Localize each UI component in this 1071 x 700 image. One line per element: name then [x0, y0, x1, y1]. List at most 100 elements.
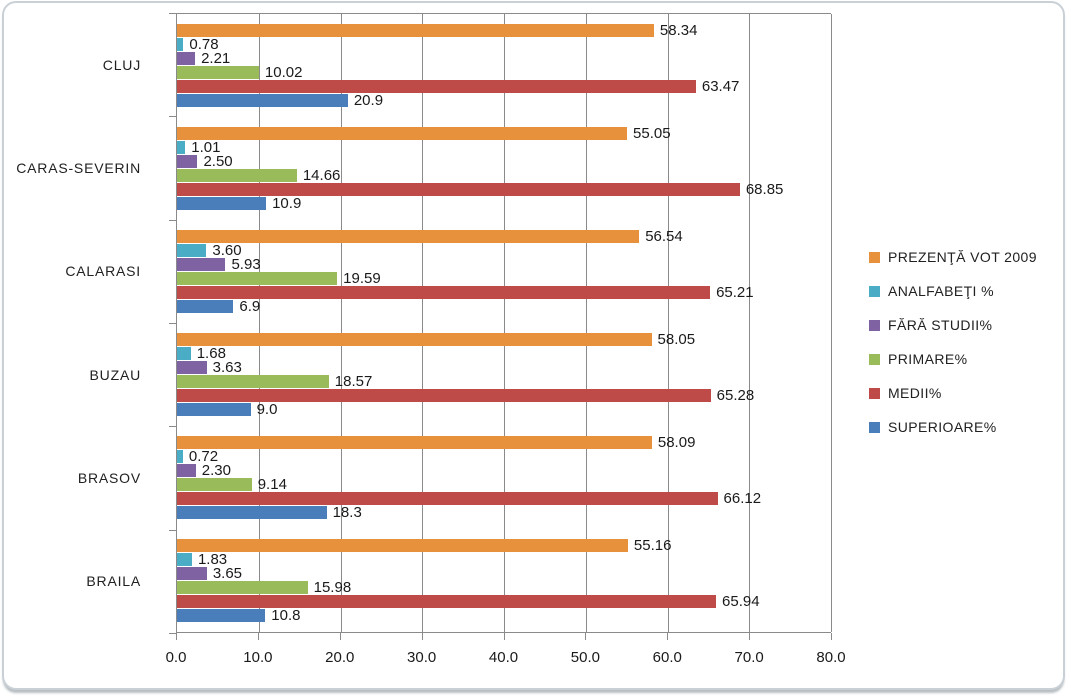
bar-primare-: [177, 169, 297, 182]
bar-data-label: 2.50: [203, 153, 233, 170]
bar-data-label: 65.21: [716, 284, 754, 301]
legend-entry: PRIMARE%: [869, 351, 1037, 367]
bar-row: 20.9: [177, 92, 831, 109]
bar-medii-: [177, 286, 711, 299]
y-axis-tick: [169, 426, 176, 428]
gridline: [667, 14, 669, 632]
gridline: [422, 14, 424, 632]
bar-data-label: 58.09: [657, 434, 696, 451]
bar-group-calarasi: 56.54 3.60 5.93 19.59 65.21 6.9: [177, 220, 831, 323]
bar-data-label: 66.12: [723, 490, 762, 507]
bar-data-label: 65.28: [716, 387, 755, 404]
bar-superioare-: [177, 506, 327, 519]
x-axis-tick-label: 10.0: [243, 649, 273, 666]
x-axis-tick-label: 0.0: [165, 649, 187, 666]
x-axis-tick: [503, 633, 505, 640]
bar-group-braila: 55.16 1.83 3.65 15.98 65.94 10.8: [177, 529, 831, 632]
bar-f-r-studii-: [177, 464, 196, 477]
legend-label: MEDII%: [888, 385, 942, 401]
bar-f-r-studii-: [177, 361, 207, 374]
legend-label: FĂRĂ STUDII%: [888, 317, 993, 333]
bar-row: 2.21: [177, 51, 831, 66]
bar-data-label: 10.8: [271, 607, 301, 624]
bar-data-label: 10.02: [264, 64, 303, 81]
bar-superioare-: [177, 197, 267, 210]
legend-entry: SUPERIOARE%: [869, 419, 1037, 435]
bar-data-label: 18.57: [334, 373, 373, 390]
bar-data-label: 9.0: [256, 401, 278, 418]
legend-swatch: [869, 285, 880, 297]
legend-entry: ANALFABEŢI %: [869, 283, 1037, 299]
x-axis-tick: [257, 633, 259, 640]
bar-primare-: [177, 581, 308, 594]
x-axis-tick-label: 80.0: [816, 649, 846, 666]
x-axis-tick-label: 50.0: [570, 649, 600, 666]
bar-analfabe-i-: [177, 141, 186, 154]
bar-row: 3.65: [177, 566, 831, 581]
bar-data-label: 1.01: [191, 139, 221, 156]
bar-row: 68.85: [177, 182, 831, 197]
bar-data-label: 0.78: [189, 36, 219, 53]
x-axis-tick-label: 60.0: [652, 649, 682, 666]
bar-data-label: 3.63: [212, 359, 242, 376]
bar-f-r-studii-: [177, 258, 226, 271]
bar-data-label: 9.14: [257, 476, 287, 493]
bar-data-label: 63.47: [701, 78, 740, 95]
y-axis-tick: [169, 323, 176, 324]
bar-data-label: 19.59: [343, 270, 381, 287]
bar-row: 18.57: [177, 373, 831, 390]
bar-row: 18.3: [177, 505, 831, 520]
bar-row: 55.05: [177, 126, 831, 141]
legend-swatch: [869, 251, 880, 263]
x-axis-tick-labels: 0.0 10.0 20.0 30.0 40.0 50.0 60.0 70.0 80.0: [166, 649, 846, 671]
legend-label: SUPERIOARE%: [888, 419, 997, 435]
category-label-cluj: CLUJ: [102, 56, 141, 73]
gridline: [504, 14, 505, 632]
bar-analfabe-i-: [177, 450, 183, 463]
bar-row: 5.93: [177, 257, 831, 272]
bar-primare-: [177, 478, 252, 491]
bar-data-label: 65.94: [722, 593, 760, 610]
bar-row: 3.63: [177, 359, 831, 376]
bar-row: 6.9: [177, 299, 831, 314]
bar-row: 65.21: [177, 284, 831, 301]
y-axis-tick: [169, 633, 176, 634]
bar-row: 10.8: [177, 607, 831, 624]
x-axis-tick: [585, 633, 587, 640]
bar-medii-: [177, 389, 711, 402]
bar-data-label: 20.9: [353, 92, 384, 109]
bar-prezen-vot-2009: [177, 333, 652, 346]
bar-row: 66.12: [177, 490, 831, 507]
bar-row: 0.72: [177, 449, 831, 464]
bar-superioare-: [177, 403, 251, 416]
legend-swatch: [869, 353, 880, 365]
bar-prezen-vot-2009: [177, 24, 654, 37]
bar-row: 1.01: [177, 139, 831, 156]
bar-prezen-vot-2009: [177, 230, 640, 243]
bar-row: 65.28: [177, 387, 831, 404]
gridline: [831, 14, 832, 632]
bar-data-label: 14.66: [302, 167, 341, 184]
bar-row: 14.66: [177, 167, 831, 184]
gridline: [340, 14, 342, 632]
bar-analfabe-i-: [177, 347, 191, 360]
x-axis-tick-label: 70.0: [734, 649, 764, 666]
bar-group-caras-severin: 55.05 1.01 2.50 14.66 68.85 10.9: [177, 117, 831, 220]
bar-f-r-studii-: [177, 52, 196, 65]
bar-data-label: 15.98: [313, 579, 352, 596]
bar-medii-: [177, 595, 717, 608]
bar-primare-: [177, 375, 329, 388]
x-axis-tick: [749, 633, 751, 640]
bar-f-r-studii-: [177, 155, 198, 168]
bar-row: 1.83: [177, 552, 831, 567]
legend-swatch: [869, 421, 880, 433]
bar-group-buzau: 58.05 1.68 3.63 18.57 65.28 9.0: [177, 323, 831, 426]
bar-analfabe-i-: [177, 38, 184, 51]
bar-data-label: 58.34: [659, 22, 698, 39]
bar-group-brasov: 58.09 0.72 2.30 9.14 66.12 18.3: [177, 426, 831, 529]
gridline: [258, 14, 260, 632]
legend-entry: PREZENŢĂ VOT 2009: [869, 249, 1037, 265]
bar-row: 2.50: [177, 153, 831, 170]
bar-row: 3.60: [177, 243, 831, 258]
